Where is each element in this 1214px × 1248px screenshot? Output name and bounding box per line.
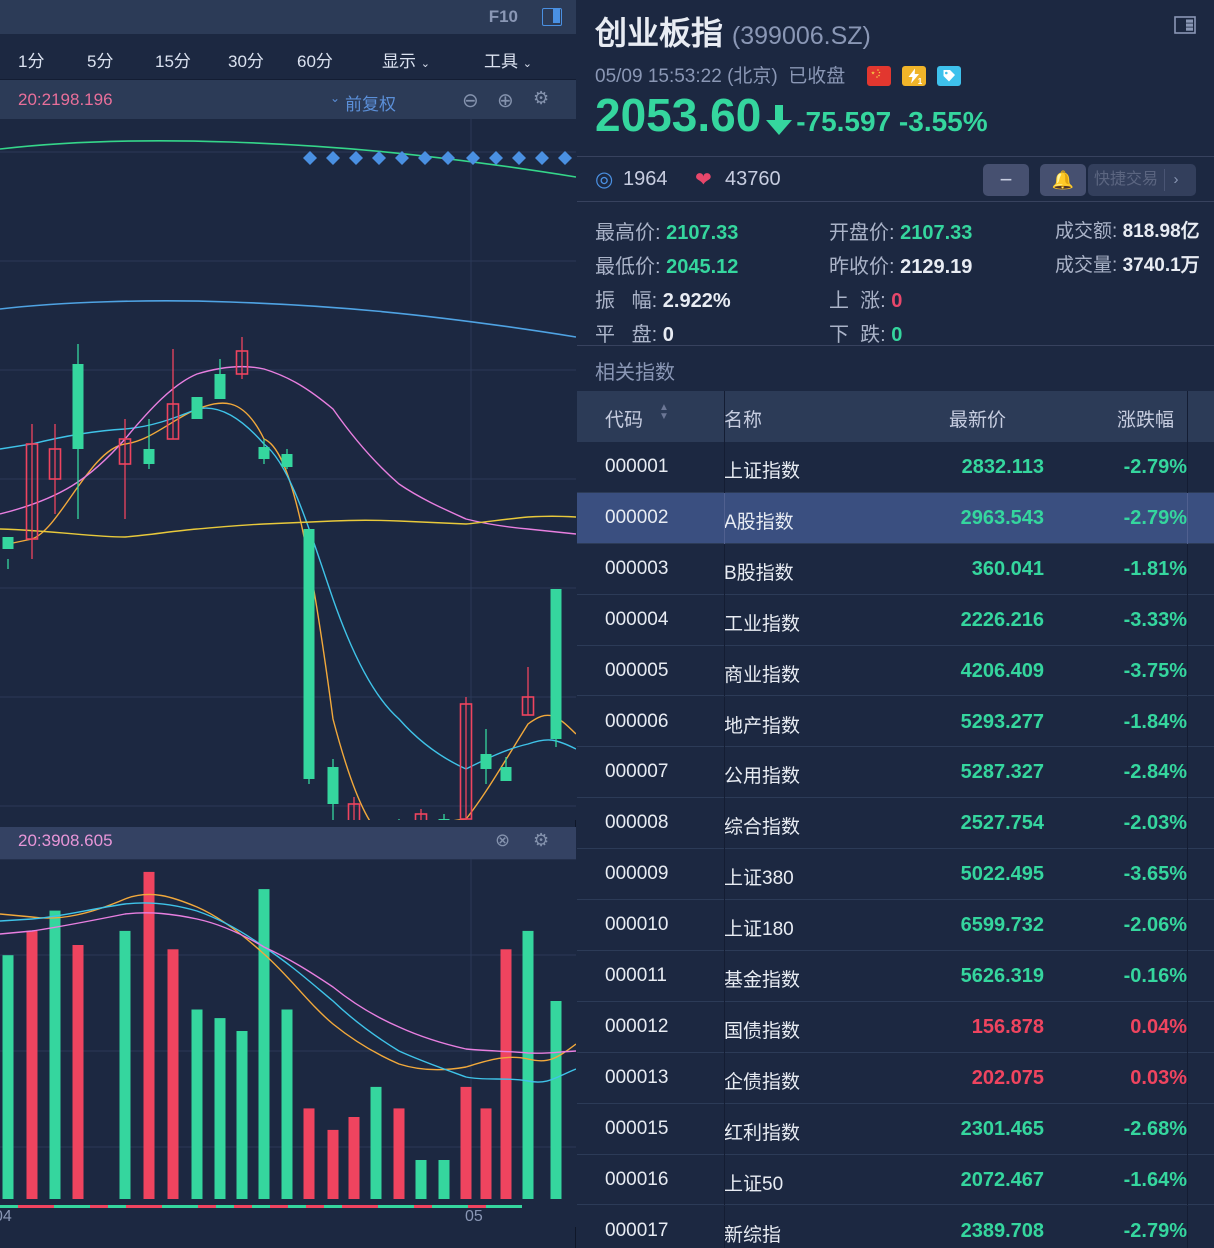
- svg-text:1: 1: [918, 77, 923, 86]
